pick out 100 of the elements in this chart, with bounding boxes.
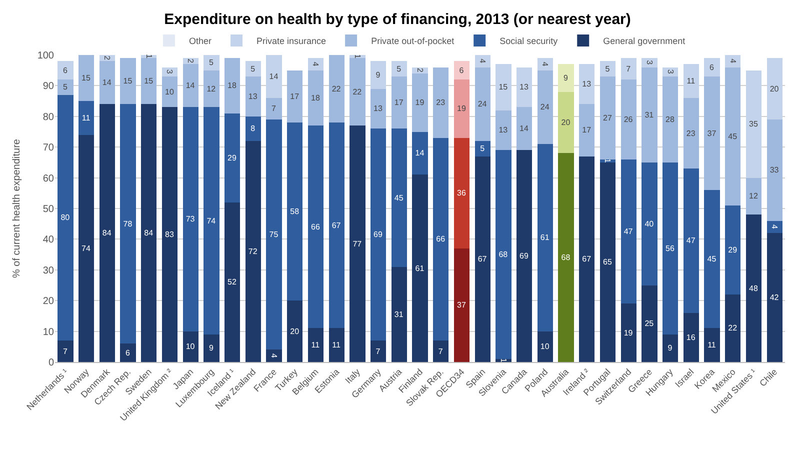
data-label: 74 — [206, 216, 216, 226]
bar — [204, 70, 220, 108]
data-label: 5 — [208, 58, 214, 68]
data-label: 5 — [62, 82, 68, 92]
data-label: 6 — [710, 62, 714, 72]
data-label: 11 — [686, 76, 696, 86]
data-label: 2 — [102, 56, 112, 61]
bar — [266, 350, 282, 362]
bar — [350, 58, 366, 126]
data-label: 36 — [456, 188, 466, 198]
data-label: 9 — [208, 344, 214, 353]
bar — [766, 58, 782, 120]
bar — [683, 64, 699, 98]
bar — [662, 334, 678, 362]
legend-label: Private out-of-pocket — [371, 36, 455, 46]
data-label: 14 — [186, 81, 196, 90]
bar — [516, 107, 532, 150]
bar — [308, 126, 324, 328]
y-tick-label: 100 — [37, 50, 54, 62]
bar — [308, 58, 324, 70]
data-label: 31 — [644, 110, 654, 120]
bar — [120, 104, 136, 344]
bar — [308, 70, 324, 126]
data-label: 6 — [126, 348, 130, 358]
bar — [474, 67, 490, 141]
data-label: 27 — [602, 113, 612, 122]
data-label: 2 — [186, 58, 196, 64]
data-label: 14 — [269, 72, 279, 81]
bar — [474, 55, 490, 68]
bar — [454, 138, 470, 248]
data-label: 52 — [228, 278, 238, 287]
legend-label: Other — [189, 36, 212, 46]
y-tick-label: 10 — [42, 326, 54, 338]
bar — [746, 178, 762, 215]
bar — [620, 159, 636, 304]
bar — [287, 70, 303, 123]
data-label: 16 — [686, 332, 696, 342]
bar — [370, 61, 386, 89]
bar — [766, 233, 782, 362]
bar — [328, 328, 344, 362]
data-label: 48 — [748, 284, 758, 293]
y-tick-label: 70 — [42, 142, 54, 154]
data-label: 68 — [561, 253, 571, 262]
bar — [496, 64, 512, 110]
data-label: 29 — [228, 153, 238, 162]
data-label: 15 — [82, 74, 92, 83]
bar — [350, 126, 366, 362]
bar — [537, 331, 553, 362]
bar — [558, 153, 574, 362]
bar — [683, 312, 699, 362]
data-label: 33 — [770, 166, 780, 175]
data-label: 5 — [250, 64, 256, 74]
bar — [620, 80, 636, 160]
y-tick-label: 60 — [42, 173, 54, 184]
bar — [725, 67, 741, 206]
bar — [224, 113, 240, 202]
data-label: 13 — [520, 82, 530, 92]
data-label: 4 — [311, 62, 320, 67]
bar — [537, 70, 553, 144]
bar — [683, 168, 699, 313]
bar — [328, 122, 344, 328]
data-label: 37 — [707, 128, 717, 138]
data-label: 74 — [82, 244, 92, 253]
data-label: 4 — [540, 62, 550, 67]
data-label: 26 — [624, 114, 634, 124]
data-label: 19 — [624, 328, 634, 338]
data-label: 40 — [644, 219, 654, 228]
data-label: 75 — [269, 230, 279, 240]
bar — [474, 140, 490, 156]
bar — [704, 58, 720, 76]
data-label: 15 — [144, 76, 154, 86]
bar — [370, 128, 386, 341]
bar — [58, 61, 74, 80]
y-axis-title: % of current health expenditure — [11, 138, 22, 278]
bar — [245, 140, 261, 362]
data-label: 69 — [374, 230, 384, 240]
bar — [474, 156, 490, 362]
data-label: 2 — [416, 68, 424, 73]
data-label: 13 — [374, 104, 384, 114]
bar — [558, 92, 574, 154]
data-label: 4 — [728, 58, 738, 64]
data-label: 66 — [310, 222, 320, 232]
data-label: 22 — [332, 84, 342, 94]
bar — [579, 104, 595, 156]
bar — [182, 331, 198, 362]
y-tick-label: 50 — [42, 204, 54, 215]
data-label: 13 — [498, 126, 508, 135]
bar — [558, 64, 574, 92]
data-label: 3 — [644, 60, 654, 66]
data-label: 15 — [498, 82, 508, 92]
bar — [537, 58, 553, 70]
data-label: 14 — [520, 124, 530, 134]
bar — [141, 58, 157, 104]
bar — [120, 344, 136, 362]
data-label: 1 — [352, 54, 362, 60]
legend-label: Private insurance — [256, 36, 326, 46]
bar — [162, 76, 178, 108]
bar — [725, 294, 741, 362]
bar — [99, 61, 115, 104]
bar — [224, 58, 240, 114]
